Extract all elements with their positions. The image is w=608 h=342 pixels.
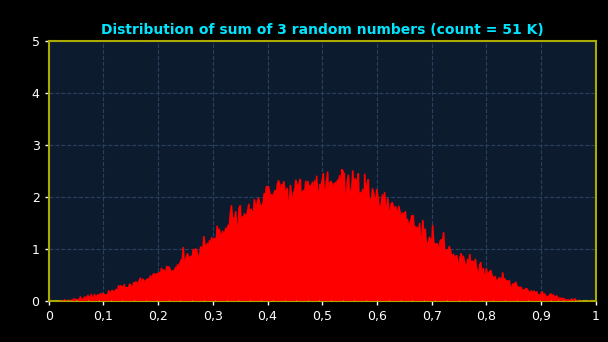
Title: Distribution of sum of 3 random numbers (count = 51 K): Distribution of sum of 3 random numbers … bbox=[101, 23, 544, 37]
